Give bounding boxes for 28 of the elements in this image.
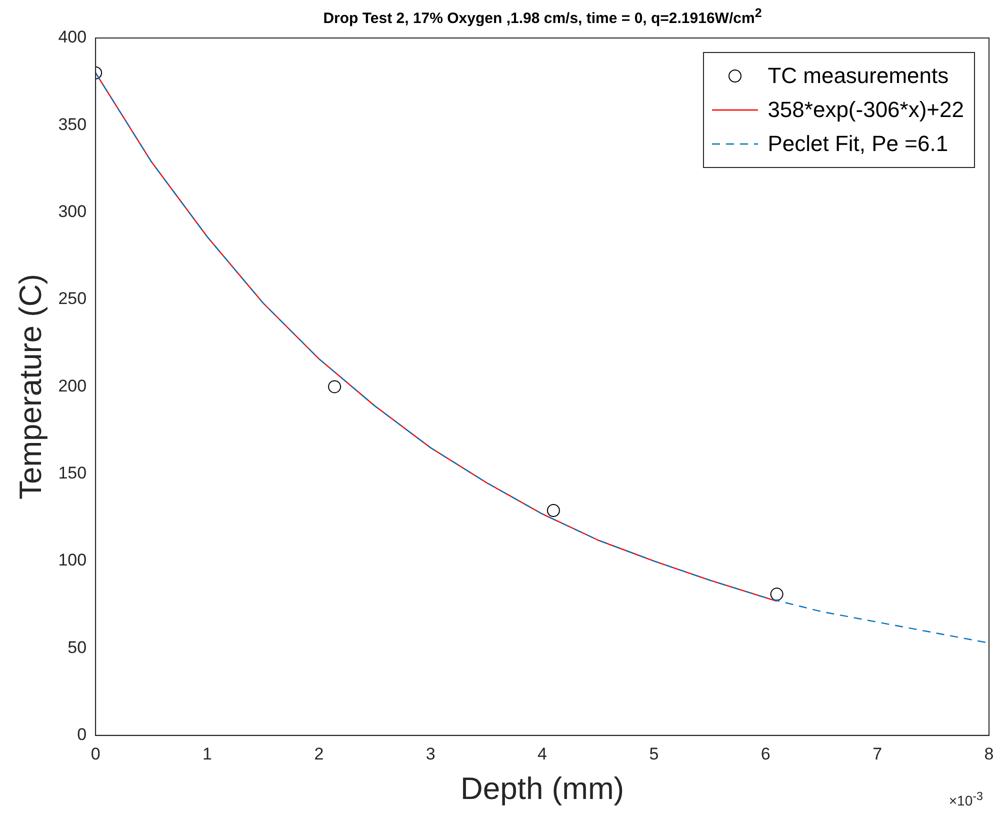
x-tick-label: 1 [202, 744, 212, 764]
y-tick-label: 400 [58, 28, 87, 47]
x-tick-label: 0 [90, 744, 100, 764]
y-tick-label: 250 [58, 289, 87, 308]
point [546, 504, 560, 517]
y-axis-title: Temperature (C) [13, 274, 48, 500]
x-tick-label: 4 [538, 744, 548, 764]
y-tick-label: 150 [58, 464, 87, 483]
y-tick-label: 100 [58, 550, 87, 570]
y-tick-label: 350 [58, 114, 87, 134]
point [328, 380, 342, 394]
x-tick-label: 8 [984, 744, 994, 764]
y-tick-label: 300 [58, 202, 87, 222]
text: ×10$^{-3}$ [948, 790, 983, 809]
legend-label: TC measurements [768, 62, 949, 90]
x-tick-label: 3 [426, 744, 436, 764]
legend-label: Peclet Fit, Pe =6.1 [768, 130, 948, 158]
x-tick-label: 6 [760, 744, 770, 764]
y-tick-label: 200 [58, 376, 87, 396]
legend-label: 358*exp(-306*x)+22 [768, 96, 964, 124]
x-tick-label: 7 [872, 744, 882, 764]
x-tick-label: 5 [649, 744, 659, 764]
y-tick-label: 50 [68, 638, 87, 657]
point [770, 588, 784, 601]
x-axis-title: Depth (mm) [460, 770, 624, 806]
chart-title: Drop Test 2, 17% Oxygen ,1.98 cm/s, time = 0, q=2.1916W/cm$^{2}$ [322, 6, 763, 27]
y-tick-label: 0 [77, 725, 87, 744]
x-tick-label: 2 [314, 744, 324, 764]
